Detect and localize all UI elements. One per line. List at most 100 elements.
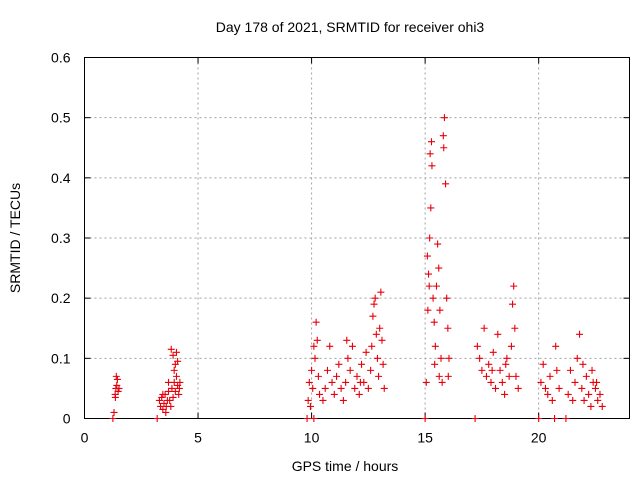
y-tick-label: 0.1 <box>51 350 71 366</box>
data-point <box>509 300 517 308</box>
data-point <box>487 378 495 386</box>
data-point <box>351 384 359 392</box>
data-point <box>115 384 123 392</box>
data-point <box>319 396 327 404</box>
axis-ticks: 0 0.1 0.2 0.3 0.4 0.5 0.6 0 5 10 15 20 <box>51 50 630 446</box>
data-point <box>175 384 183 392</box>
data-point <box>429 294 437 302</box>
x-tick-label: 20 <box>531 430 547 446</box>
data-point <box>473 342 481 350</box>
data-point <box>114 387 122 395</box>
data-point <box>165 387 173 395</box>
data-point <box>444 372 452 380</box>
data-point <box>594 396 602 404</box>
data-point <box>321 384 329 392</box>
data-point <box>166 396 174 404</box>
data-point <box>312 318 320 326</box>
data-point <box>355 390 363 398</box>
data-point <box>333 372 341 380</box>
data-point <box>358 360 366 368</box>
data-point <box>544 390 552 398</box>
data-point <box>435 372 443 380</box>
data-point <box>348 342 356 350</box>
data-point <box>353 372 361 380</box>
data-point <box>308 366 316 374</box>
data-point <box>588 366 596 374</box>
data-point <box>376 324 384 332</box>
data-point <box>367 366 375 374</box>
data-point <box>337 384 345 392</box>
data-point <box>537 378 545 386</box>
data-point <box>471 415 479 422</box>
y-tick-label: 0.3 <box>51 230 71 246</box>
data-point <box>169 351 177 359</box>
data-point <box>503 354 511 362</box>
data-point <box>426 150 434 158</box>
data-point <box>356 378 364 386</box>
data-point <box>562 415 570 422</box>
data-point <box>507 342 515 350</box>
data-point <box>555 384 563 392</box>
data-point <box>440 114 448 122</box>
data-point <box>159 390 167 398</box>
data-point <box>165 378 173 386</box>
data-point <box>427 138 435 146</box>
data-points <box>109 114 606 422</box>
data-point <box>373 354 381 362</box>
data-point <box>176 378 184 386</box>
data-point <box>440 144 448 152</box>
data-point <box>571 378 579 386</box>
data-point <box>541 384 549 392</box>
data-point <box>578 384 586 392</box>
data-point <box>539 360 547 368</box>
data-point <box>375 372 383 380</box>
x-tick-label: 15 <box>417 430 433 446</box>
data-point <box>370 300 378 308</box>
data-point <box>377 288 385 296</box>
data-point <box>444 324 452 332</box>
data-point <box>566 366 574 374</box>
data-point <box>591 384 599 392</box>
data-point <box>303 415 311 422</box>
data-point <box>580 396 588 404</box>
data-point <box>427 204 435 212</box>
data-point <box>369 312 377 320</box>
data-point <box>162 408 170 416</box>
data-point <box>330 390 338 398</box>
data-point <box>585 390 593 398</box>
data-point <box>438 378 446 386</box>
data-point <box>153 415 161 422</box>
grid-lines <box>84 57 630 419</box>
data-point <box>169 393 177 401</box>
data-point <box>311 354 319 362</box>
data-point <box>371 294 379 302</box>
data-point <box>576 330 584 338</box>
data-point <box>372 330 380 338</box>
data-point <box>109 415 117 422</box>
data-point <box>443 294 451 302</box>
data-point <box>379 360 387 368</box>
data-point <box>435 264 443 272</box>
y-tick-label: 0.4 <box>51 170 71 186</box>
data-point <box>344 354 352 362</box>
data-point <box>328 378 336 386</box>
data-point <box>596 390 604 398</box>
data-point <box>167 345 175 353</box>
data-point <box>326 342 334 350</box>
data-point <box>553 366 561 374</box>
data-point <box>425 270 433 278</box>
data-point <box>573 354 581 362</box>
data-point <box>598 402 606 410</box>
data-point <box>426 234 434 242</box>
data-point <box>510 282 518 290</box>
data-point <box>511 324 519 332</box>
data-point <box>496 366 504 374</box>
data-point <box>380 384 388 392</box>
data-point <box>434 240 442 248</box>
data-point <box>113 375 121 383</box>
data-point <box>305 378 313 386</box>
data-point <box>342 378 350 386</box>
data-point <box>167 402 175 410</box>
y-tick-label: 0.5 <box>51 110 71 126</box>
